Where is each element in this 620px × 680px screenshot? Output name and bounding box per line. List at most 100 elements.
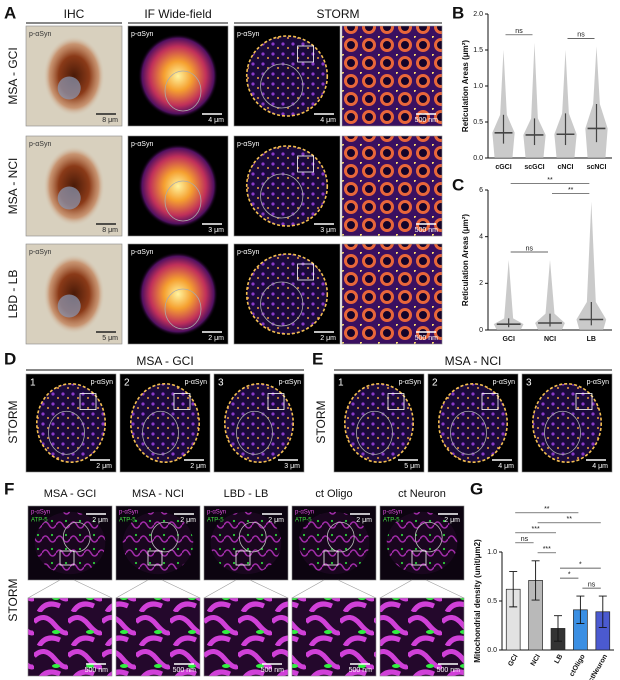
nucleus-outline [164,288,202,330]
zoom-connector [291,579,377,599]
panel-letter: F [4,479,14,498]
stain-label: p-αSyn [29,249,51,256]
point-cloud [535,260,565,330]
zoom-box [481,393,499,411]
point-cloud [554,50,577,158]
y-axis-label: Reticulation Areas (μm²) [461,40,470,133]
significance-label: ns [526,245,534,252]
image-frame [27,597,113,677]
micrograph [25,25,123,127]
column-header: LBD - LB [224,488,269,500]
micrograph [341,135,443,237]
significance-label: ns [577,32,585,39]
nucleus [57,76,81,100]
nucleus-outline [326,521,355,553]
micrograph [233,25,341,127]
scale-bar-label: 3 μm [320,227,336,234]
cell-stain [43,36,105,116]
point-cloud [492,50,515,158]
stain-label: p-αSyn [31,510,50,516]
significance-label: ns [515,28,523,35]
panel-title: MSA - GCI [136,354,193,368]
zoom-connector [27,579,113,599]
x-tick-label: LB [554,653,565,665]
cell-signal [245,145,329,227]
image-frame [27,505,113,581]
x-tick-label: scGCI [524,164,544,171]
y-tick-label: 4 [479,234,483,241]
significance-label: ** [544,506,550,513]
stain-label: p-αSyn [279,379,301,386]
cell-signal [245,35,329,117]
image-number: 2 [432,378,438,389]
stain-label: p-αSyn [493,379,515,386]
point-cloud [585,46,608,158]
scale-bar-label: 8 μm [102,227,118,234]
image-background [292,598,376,676]
significance-label: ns [588,581,596,588]
image-background [28,598,112,676]
image-number: 1 [30,378,36,389]
micrograph [115,505,201,581]
cell-signal [130,382,201,463]
significance-label: ** [566,516,572,523]
stain-label: p-αSyn [383,510,402,516]
cell-signal [122,511,194,575]
stain-label: p-αSyn [29,141,51,148]
micrograph [333,373,425,473]
cell-signal [343,382,414,463]
significance-label: *** [532,526,540,533]
y-tick-label: 1.0 [487,549,497,556]
scale-bar-label: 5 μm [404,463,420,470]
stain-label: p-αSyn [131,141,153,148]
micrograph [25,243,123,345]
scale-bar-label: 500 nm [85,667,109,674]
y-axis-label: Reticulation Areas (μm²) [461,214,470,307]
zoom-box [59,550,75,566]
nucleus-outline [150,521,179,553]
x-tick-label: cNCI [558,164,574,171]
micrograph [233,243,341,345]
cell-signal [437,382,508,463]
nucleus-outline [62,521,91,553]
cell-signal [138,144,218,228]
y-tick-label: 2.0 [473,11,483,18]
zoom-connector [115,579,201,599]
image-frame [115,597,201,677]
nucleus-outline [142,410,179,455]
nucleus-outline [414,521,443,553]
image-background [204,598,288,676]
stain-label: p-αSyn [399,379,421,386]
scale-bar-label: 4 μm [498,463,514,470]
cell-signal [138,34,218,118]
cell-signal [210,511,282,575]
scale-bar-label: 4 μm [208,117,224,124]
image-frame [127,135,229,237]
x-tick-label: NCI [544,336,556,343]
zoom-box [267,393,285,411]
micrograph [291,597,377,677]
cell-signal [138,252,218,336]
nucleus-outline [48,410,85,455]
micrograph [27,597,113,677]
error-bar [598,595,607,628]
stain-label: p-αSyn [29,31,51,38]
stain-label: p-αSyn [587,379,609,386]
zoom-box [79,393,97,411]
scale-bar-label: 500 nm [349,667,373,674]
scale-bar-label: 2 μm [320,335,336,342]
stain-label: p-αSyn [131,249,153,256]
image-frame [119,373,211,473]
image-frame [379,597,465,677]
image-number: 1 [338,378,344,389]
micrograph [127,243,229,345]
column-header: STORM [316,7,359,21]
image-background [380,598,464,676]
x-tick-label: GCI [502,336,515,343]
image-frame [25,243,123,345]
zoom-box [297,155,315,173]
nucleus-outline [164,70,202,112]
image-frame [233,135,341,237]
scale-bar-label: 500 nm [173,667,197,674]
